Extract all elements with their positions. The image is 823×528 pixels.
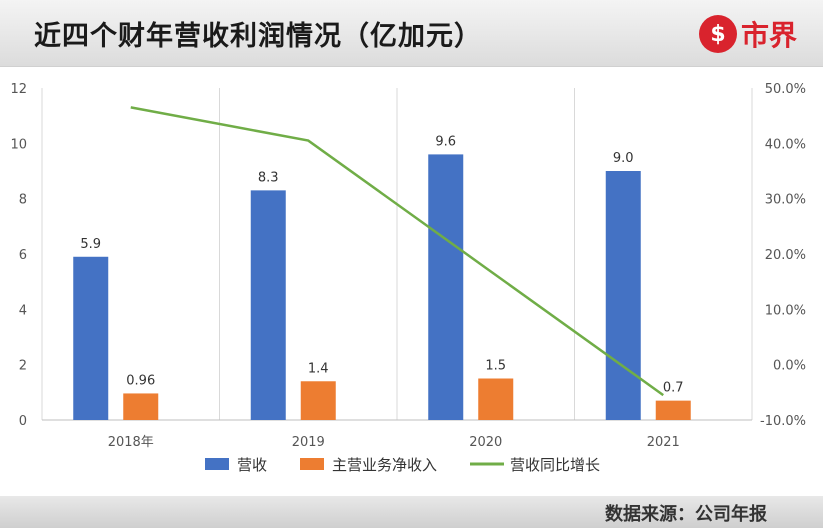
x-tick-label: 2019	[292, 435, 325, 450]
y-tick-label: 4	[19, 303, 27, 318]
y2-tick-label: 30.0%	[765, 193, 806, 208]
chart-header: 近四个财年营收利润情况（亿加元） $ 市界	[0, 0, 823, 67]
brand-logo: $ 市界	[698, 14, 797, 54]
bar	[73, 256, 109, 420]
y-tick-label: 12	[10, 82, 27, 97]
data-label: 5.9	[80, 237, 101, 252]
legend-swatch	[300, 458, 324, 470]
series-line	[130, 106, 664, 397]
bar	[250, 190, 286, 420]
data-label: 0.7	[663, 381, 684, 396]
dollar-icon: $	[698, 15, 737, 53]
source-note: 数据来源：公司年报	[605, 504, 767, 525]
x-tick-label: 2018年	[108, 435, 154, 450]
bar	[605, 171, 641, 420]
data-label: 0.96	[126, 373, 155, 388]
y-tick-label: 6	[19, 248, 27, 263]
x-tick-label: 2021	[647, 435, 680, 450]
bar	[123, 393, 159, 420]
bar	[300, 381, 336, 420]
legend-label: 营收	[237, 456, 267, 474]
y-tick-label: 8	[19, 193, 27, 208]
data-label: 1.5	[485, 359, 506, 374]
data-label: 1.4	[308, 361, 329, 376]
data-label: 8.3	[258, 170, 279, 185]
y2-tick-label: 40.0%	[765, 137, 806, 152]
brand-name: 市界	[740, 19, 797, 52]
y2-tick-label: 20.0%	[765, 248, 806, 263]
y2-tick-label: 50.0%	[765, 82, 806, 97]
y-tick-label: 10	[10, 137, 27, 152]
y-tick-label: 2	[19, 359, 27, 374]
source-footer: 数据来源：公司年报	[0, 496, 823, 528]
y-tick-label: 0	[19, 414, 27, 429]
y2-tick-label: 10.0%	[765, 303, 806, 318]
y2-tick-label: -10.0%	[760, 414, 806, 429]
bar	[428, 154, 464, 420]
y2-tick-label: 0.0%	[773, 359, 806, 374]
combo-chart: 0 2 4 6 8 10 12 -10.0% 0.0% 10.0% 20.0% 30.0% 40.0% 5…	[10, 82, 806, 474]
legend-swatch	[205, 458, 229, 470]
data-label: 9.0	[613, 151, 634, 166]
legend-label: 营收同比增长	[510, 456, 600, 474]
legend-label: 主营业务净收入	[332, 456, 437, 474]
x-tick-label: 2020	[469, 435, 502, 450]
bar	[655, 400, 691, 420]
chart-title: 近四个财年营收利润情况（亿加元）	[34, 21, 482, 52]
bar	[478, 378, 514, 420]
data-label: 9.6	[435, 134, 456, 149]
